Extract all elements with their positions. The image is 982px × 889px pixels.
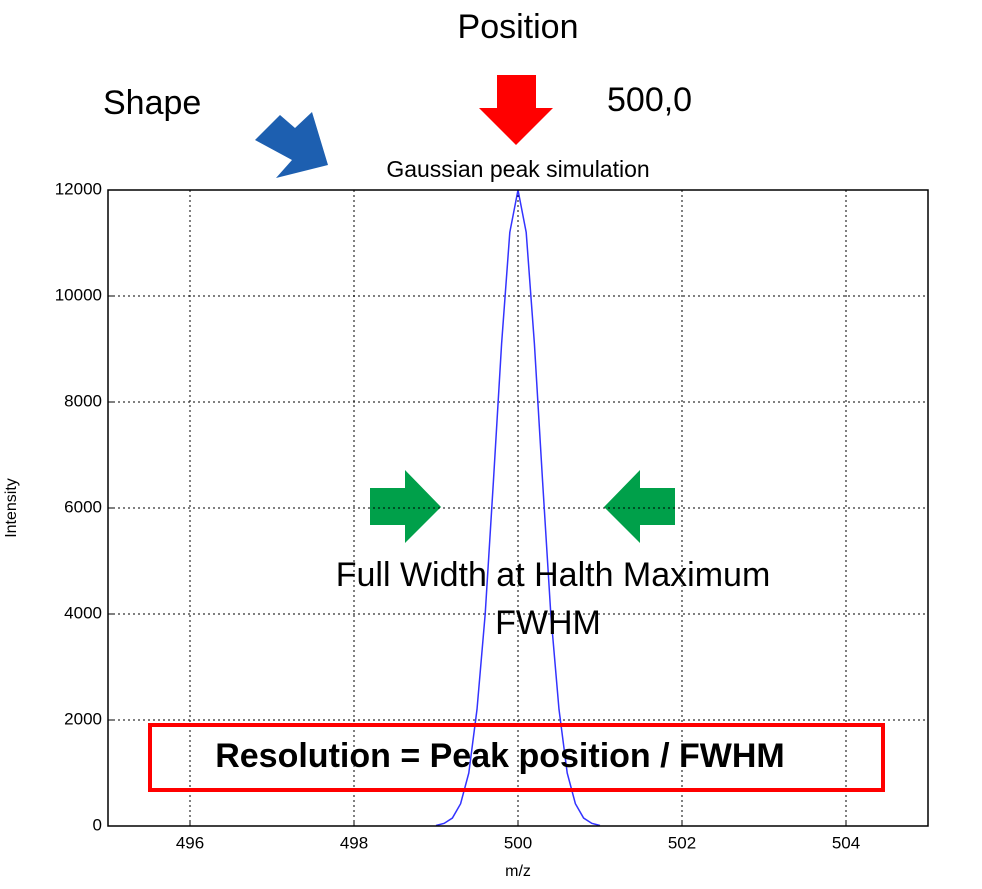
fwhm-arrow-right	[370, 470, 441, 543]
x-tick-label: 502	[668, 833, 696, 852]
y-axis-label: Intensity	[3, 478, 20, 538]
annotation: Full Width at Halth Maximum	[336, 556, 771, 594]
y-tick-label: 2000	[64, 709, 102, 728]
annotation: 500,0	[607, 81, 692, 119]
x-tick-label: 504	[832, 833, 860, 852]
position-arrow	[479, 75, 553, 145]
y-tick-label: 6000	[64, 497, 102, 516]
annotation: Shape	[103, 84, 201, 122]
x-tick-label: 498	[340, 833, 368, 852]
x-tick-label: 500	[504, 833, 532, 852]
y-tick-label: 12000	[55, 179, 102, 198]
y-tick-label: 4000	[64, 603, 102, 622]
chart-title: Gaussian peak simulation	[386, 156, 649, 182]
y-tick-label: 0	[93, 815, 102, 834]
annotation: Resolution = Peak position / FWHM	[215, 737, 785, 775]
x-tick-label: 496	[176, 833, 204, 852]
y-tick-label: 10000	[55, 285, 102, 304]
fwhm-arrow-left	[604, 470, 675, 543]
annotation: Position	[458, 8, 579, 46]
resolution-box	[148, 723, 885, 792]
shape-arrow	[255, 112, 328, 178]
annotation: FWHM	[495, 604, 601, 642]
y-tick-label: 8000	[64, 391, 102, 410]
x-axis-label: m/z	[505, 863, 531, 880]
plot-frame	[107, 189, 929, 827]
